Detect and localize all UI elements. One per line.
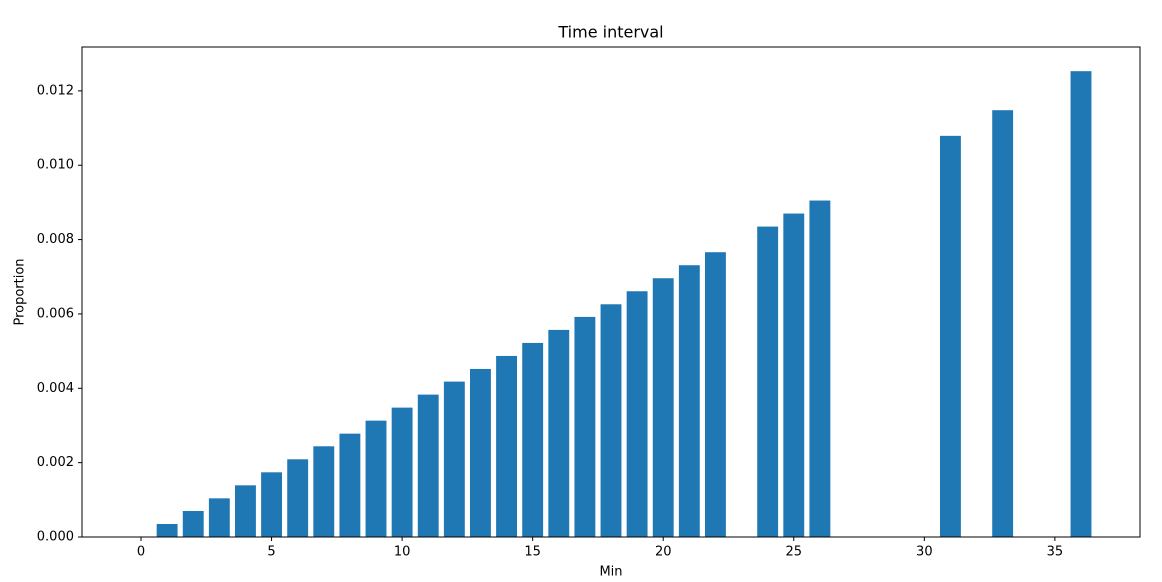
bar — [339, 433, 361, 537]
bar — [600, 304, 622, 537]
bar — [156, 523, 178, 537]
y-tick-label: 0.004 — [37, 381, 74, 396]
bar — [757, 226, 779, 538]
bar — [417, 394, 439, 537]
bar — [235, 485, 256, 537]
x-tick-label: 0 — [137, 545, 145, 560]
bar — [470, 368, 491, 537]
x-tick-label: 20 — [655, 545, 672, 560]
x-axis-label: Min — [599, 565, 622, 580]
y-tick-label: 0.008 — [37, 232, 74, 247]
bar — [313, 446, 335, 537]
chart-title: Time interval — [557, 23, 663, 42]
bar — [992, 110, 1014, 538]
bar — [287, 459, 309, 537]
x-tick-label: 35 — [1047, 545, 1064, 560]
bar — [365, 420, 387, 537]
bar — [522, 342, 544, 537]
bar — [1070, 71, 1092, 537]
bar — [548, 329, 570, 537]
y-tick-label: 0.002 — [37, 455, 74, 470]
bar — [391, 407, 413, 537]
x-tick-label: 5 — [267, 545, 275, 560]
bar — [939, 135, 961, 538]
y-tick-label: 0.010 — [37, 158, 74, 173]
bar — [261, 472, 283, 537]
bar — [809, 200, 831, 537]
bar — [182, 510, 204, 537]
x-tick-label: 30 — [916, 545, 933, 560]
bar — [574, 316, 596, 537]
plot-frame — [81, 46, 1141, 538]
bar — [626, 291, 648, 537]
y-axis-label: Proportion — [13, 258, 28, 325]
bar — [678, 265, 700, 537]
bar — [652, 278, 674, 537]
y-tick-label: 0.006 — [37, 306, 74, 321]
bar — [496, 355, 518, 537]
x-tick-label: 25 — [786, 545, 803, 560]
bar — [783, 213, 805, 537]
bar — [704, 252, 726, 537]
y-tick-label: 0.000 — [37, 530, 74, 545]
bar — [208, 498, 230, 537]
bar — [443, 381, 465, 537]
x-tick-label: 10 — [394, 545, 411, 560]
y-tick-label: 0.012 — [37, 83, 74, 98]
x-tick-label: 15 — [524, 545, 541, 560]
